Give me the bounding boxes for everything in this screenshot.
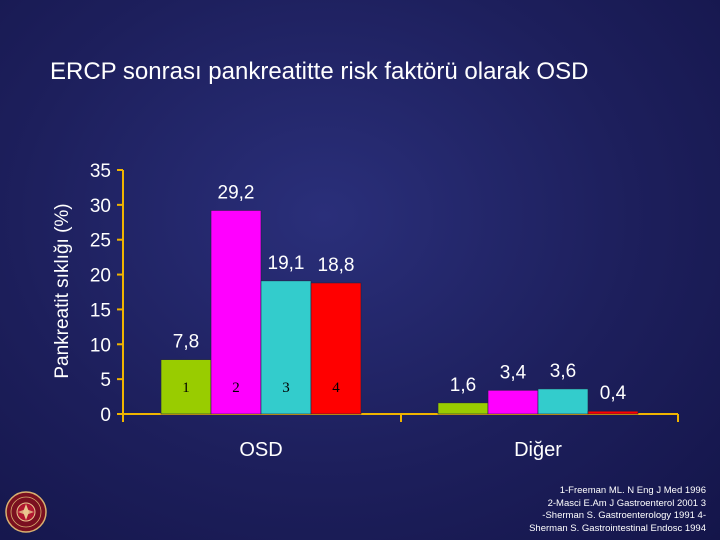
data-label: 1,6 [450,375,476,396]
bar [537,388,589,415]
reference-4: Sherman S. Gastrointestinal Endosc 1994 [529,522,706,534]
bar [310,282,362,415]
x-category-label: OSD [239,439,282,461]
y-axis-title: Pankreatit sıklığı (%) [52,203,73,378]
data-label: 3,6 [550,361,576,382]
bar-reference-number: 1 [182,380,190,396]
data-label: 18,8 [318,255,355,276]
data-label: 19,1 [268,253,305,274]
bar [587,410,639,415]
bar [260,280,312,415]
y-tick-label: 25 [90,231,111,252]
y-tick-label: 5 [100,370,111,391]
y-tick-label: 20 [90,266,111,287]
bar [437,402,489,415]
data-label: 0,4 [600,383,627,404]
y-tick-label: 35 [90,161,111,182]
y-tick-label: 10 [90,335,111,356]
bar [487,389,539,415]
x-category-label: Diğer [514,439,562,461]
bar-reference-number: 3 [282,380,290,396]
reference-1: 1-Freeman ML. N Eng J Med 1996 [559,485,706,496]
bar [160,359,212,415]
data-label: 3,4 [500,362,527,383]
y-tick-label: 30 [90,196,111,217]
data-label: 7,8 [173,332,199,353]
bar-reference-number: 2 [232,380,240,396]
reference-3: -Sherman S. Gastroenterology 1991 4- [542,510,706,521]
bar [210,210,262,415]
bar-reference-number: 4 [332,380,340,396]
reference-2: 2-Masci E.Am J Gastroenterol 2001 3 [547,497,706,509]
data-label: 29,2 [218,182,255,203]
references: 1-Freeman ML. N Eng J Med 1996 2-Masci E… [376,485,706,535]
y-tick-label: 0 [100,405,111,426]
y-tick-label: 15 [90,300,111,321]
university-seal-logo [5,491,47,533]
slide-title: ERCP sonrası pankreatitte risk faktörü o… [50,58,589,85]
